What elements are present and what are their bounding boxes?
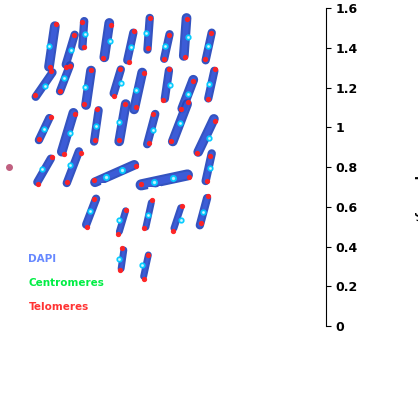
Text: Dic: Dic xyxy=(147,186,171,200)
Text: B: B xyxy=(250,293,269,316)
Text: Dic: Dic xyxy=(100,182,124,196)
Text: Centromeres: Centromeres xyxy=(28,278,104,288)
Text: DAPI: DAPI xyxy=(28,254,56,264)
Y-axis label: Dicentric frequency/cell: Dicentric frequency/cell xyxy=(415,88,418,246)
Text: Telomeres: Telomeres xyxy=(28,302,89,312)
